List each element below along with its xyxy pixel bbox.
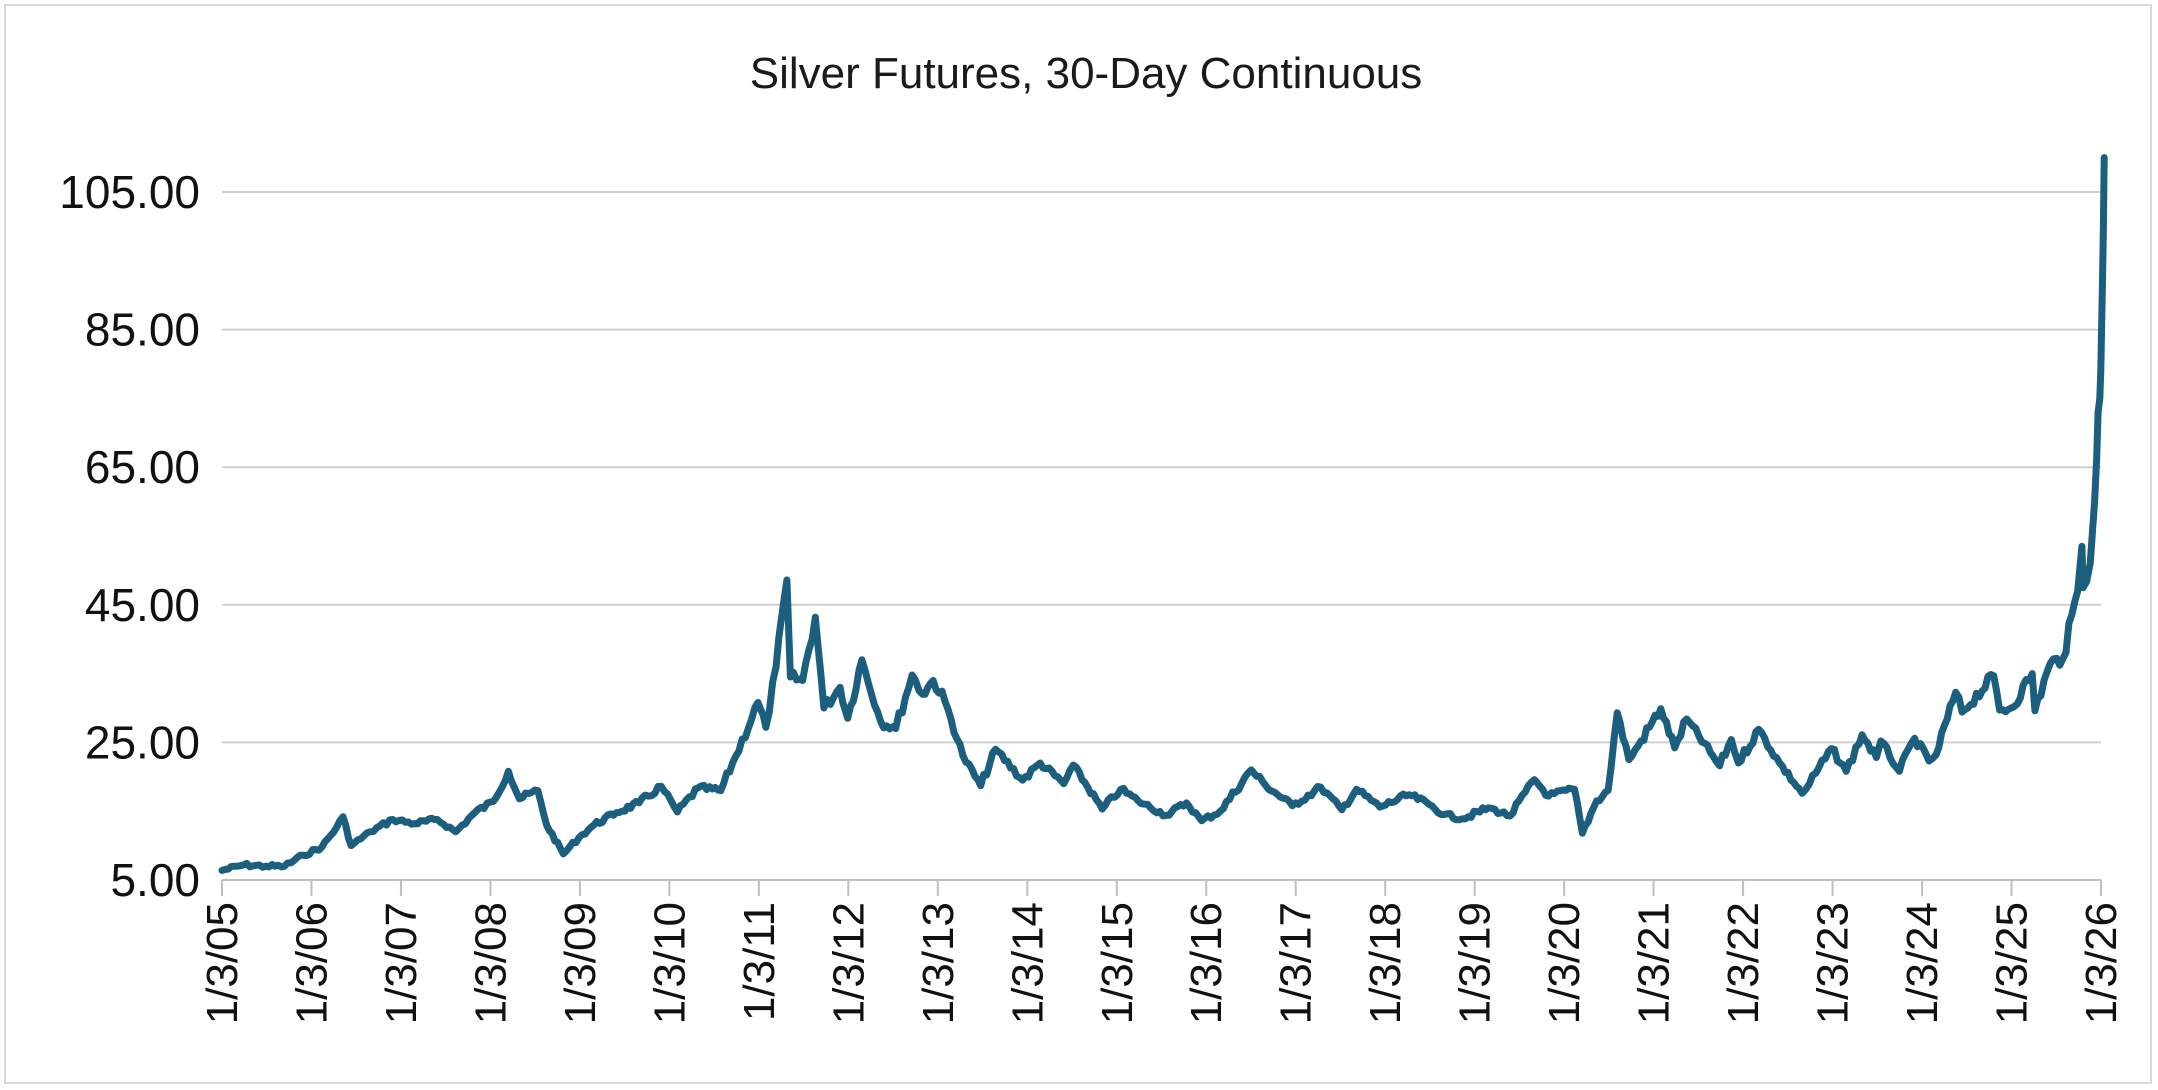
x-tick-label: 1/3/19 (1451, 902, 1500, 1024)
x-tick-label: 1/3/08 (466, 902, 515, 1024)
y-tick-label: 25.00 (85, 716, 200, 768)
x-tick-label: 1/3/09 (556, 902, 605, 1024)
x-tick-label: 1/3/13 (914, 902, 963, 1024)
x-tick-label: 1/3/12 (824, 902, 873, 1024)
series-line (218, 154, 2108, 874)
x-tick-label: 1/3/14 (1003, 902, 1052, 1024)
x-tick-label: 1/3/10 (645, 902, 694, 1024)
x-tick-label: 1/3/23 (1809, 902, 1858, 1024)
x-tick-label: 1/3/24 (1898, 902, 1947, 1024)
y-axis: 5.00 25.00 45.00 65.00 85.00 105.00 (59, 166, 200, 906)
chart-frame (4, 4, 2152, 1084)
x-tick-label: 1/3/15 (1093, 902, 1142, 1024)
y-tick-label: 45.00 (85, 579, 200, 631)
x-tick-label: 1/3/18 (1361, 902, 1410, 1024)
x-tick-label: 1/3/11 (735, 902, 784, 1021)
series-layer (218, 154, 2108, 874)
gridlines (222, 191, 2101, 744)
x-tick-label: 1/3/07 (377, 902, 426, 1024)
x-axis: 1/3/05 1/3/06 1/3/07 1/3/08 1/3/09 1/3/10 1/3/… (198, 879, 2126, 1024)
x-tick-label: 1/3/21 (1630, 902, 1679, 1024)
x-tick-label: 1/3/20 (1540, 902, 1589, 1024)
x-tick-label: 1/3/17 (1272, 902, 1321, 1024)
x-tick-label: 1/3/26 (2077, 902, 2126, 1024)
x-tick-label: 1/3/05 (198, 902, 247, 1024)
x-tick-label: 1/3/16 (1182, 902, 1231, 1024)
x-tick-label: 1/3/25 (1988, 902, 2037, 1024)
chart-title: Silver Futures, 30-Day Continuous (750, 49, 1423, 98)
y-tick-label: 5.00 (110, 854, 200, 906)
y-tick-label: 65.00 (85, 441, 200, 493)
x-tick-label: 1/3/22 (1719, 902, 1768, 1024)
y-tick-label: 105.00 (59, 166, 200, 218)
y-tick-label: 85.00 (85, 304, 200, 356)
x-tick-label: 1/3/06 (287, 902, 336, 1024)
